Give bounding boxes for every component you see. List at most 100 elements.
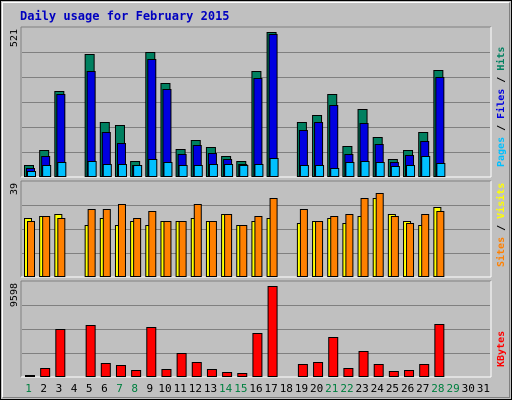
bar-kbytes-day-6 [100, 363, 111, 377]
day-label-25: 25 [386, 382, 399, 395]
bar-sites-day-6 [102, 209, 111, 277]
day-label-5: 5 [86, 382, 93, 395]
bar-kbytes-day-10 [161, 369, 172, 377]
panel-kbytes-ymax-label: 9598 [9, 283, 20, 307]
bar-pages-day-26 [406, 165, 416, 177]
legend-visits: Visits [495, 183, 507, 219]
day-label-15: 15 [234, 382, 247, 395]
day-label-14: 14 [219, 382, 233, 395]
day-label-4: 4 [71, 382, 78, 395]
legend-files: Files [495, 89, 507, 119]
bar-sites-day-15 [239, 225, 248, 277]
panel-sites-legend: Sites / Visits [495, 183, 507, 267]
bar-kbytes-day-15 [237, 373, 248, 377]
bar-sites-day-12 [193, 204, 202, 277]
bar-kbytes-day-27 [419, 364, 430, 377]
bar-kbytes-day-2 [40, 368, 51, 377]
bar-sites-day-19 [299, 209, 308, 277]
bar-sites-day-28 [436, 211, 445, 277]
bar-sites-day-24 [375, 193, 384, 277]
bar-sites-day-7 [117, 204, 126, 277]
panel-sites-ymax-label: 39 [9, 183, 20, 195]
panel-hits-ymax-label: 521 [9, 29, 20, 47]
day-label-31: 31 [477, 382, 490, 395]
bar-pages-day-1 [27, 171, 36, 177]
bar-kbytes-day-20 [313, 362, 324, 377]
bar-sites-day-17 [269, 198, 278, 277]
bar-kbytes-day-26 [404, 370, 415, 377]
legend-hits: Hits [495, 47, 507, 71]
panel-hits: 521 Pages / Files / Hits [9, 26, 507, 178]
bar-files-day-9 [147, 59, 157, 177]
bar-kbytes-day-17 [267, 286, 278, 377]
day-label-20: 20 [310, 382, 323, 395]
day-label-18: 18 [280, 382, 293, 395]
bar-pages-day-25 [390, 166, 400, 177]
bar-kbytes-day-16 [252, 333, 263, 377]
day-label-3: 3 [56, 382, 63, 395]
legend-pages: Pages [496, 137, 507, 167]
bar-kbytes-day-8 [131, 370, 142, 377]
bar-pages-day-6 [102, 164, 112, 177]
bar-sites-day-20 [315, 221, 324, 277]
bar-sites-day-8 [133, 218, 142, 277]
bar-pages-day-9 [148, 159, 158, 177]
bar-kbytes-day-14 [222, 372, 233, 377]
bar-sites-day-14 [224, 214, 233, 277]
bar-pages-day-3 [57, 162, 67, 177]
bar-kbytes-day-12 [191, 362, 202, 377]
bar-pages-day-8 [133, 165, 143, 177]
day-label-26: 26 [401, 382, 414, 395]
legend-separator: / [496, 119, 507, 137]
bar-kbytes-day-21 [328, 337, 339, 377]
bar-sites-day-1 [27, 221, 35, 277]
bar-pages-day-21 [330, 168, 340, 177]
bar-pages-day-17 [269, 158, 279, 177]
bar-sites-day-13 [208, 221, 217, 277]
bar-sites-day-16 [254, 216, 263, 277]
bar-sites-day-11 [178, 221, 187, 277]
bar-sites-day-9 [148, 211, 157, 277]
day-label-27: 27 [416, 382, 429, 395]
panel-kbytes: 9598 KBytes [9, 280, 507, 378]
bar-pages-day-5 [87, 161, 97, 177]
day-label-17: 17 [265, 382, 278, 395]
bar-kbytes-day-13 [206, 369, 217, 377]
bar-kbytes-day-24 [373, 364, 384, 377]
legend-separator: / [496, 71, 507, 89]
bar-pages-day-13 [208, 164, 218, 177]
day-label-30: 30 [462, 382, 475, 395]
panel-hits-bars [24, 32, 446, 177]
bar-kbytes-day-3 [55, 329, 66, 377]
bar-pages-day-23 [360, 161, 370, 177]
panel-kbytes-bars [25, 286, 445, 377]
bar-pages-day-19 [299, 165, 309, 177]
bar-sites-day-22 [345, 214, 354, 277]
bar-pages-day-11 [178, 165, 188, 177]
legend-kbytes: KBytes [496, 331, 507, 367]
panel-sites-bars [24, 193, 445, 277]
bar-kbytes-day-1 [25, 375, 35, 377]
bar-kbytes-day-19 [297, 364, 308, 377]
panel-hits-legend: Pages / Files / Hits [495, 47, 507, 167]
bar-sites-day-23 [360, 198, 369, 277]
bar-pages-day-12 [193, 165, 203, 177]
bar-files-day-16 [253, 78, 263, 177]
chart-title: Daily usage for February 2015 [20, 9, 230, 23]
bar-pages-day-28 [436, 163, 446, 177]
day-label-10: 10 [158, 382, 171, 395]
day-label-19: 19 [295, 382, 308, 395]
day-label-16: 16 [249, 382, 262, 395]
day-label-24: 24 [371, 382, 385, 395]
day-label-2: 2 [40, 382, 47, 395]
day-label-6: 6 [101, 382, 108, 395]
bar-sites-day-21 [330, 216, 339, 277]
bar-kbytes-day-28 [434, 324, 445, 377]
bar-pages-day-14 [224, 164, 234, 177]
bar-pages-day-24 [375, 162, 385, 177]
bar-pages-day-7 [117, 164, 127, 177]
bar-pages-day-15 [239, 165, 249, 177]
bar-kbytes-day-7 [115, 365, 126, 377]
